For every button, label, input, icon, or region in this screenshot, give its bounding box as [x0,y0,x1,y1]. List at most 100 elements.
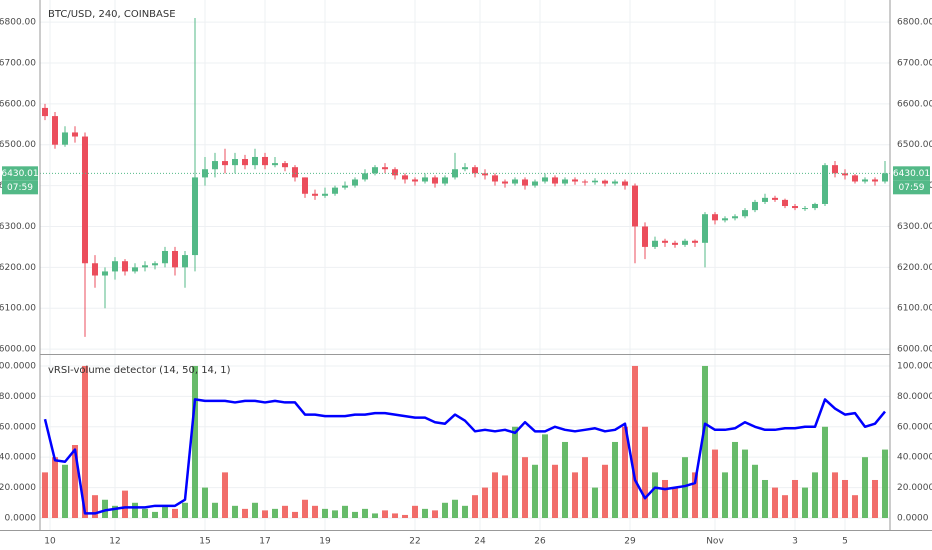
candle-body [242,159,248,166]
candle-body [632,185,638,227]
volume-bar [592,487,598,518]
volume-bar [192,365,198,518]
volume-bar [562,441,568,518]
candle-body [752,201,758,211]
volume-bar [512,426,518,518]
volume-bar [632,365,638,518]
candle-body [642,226,648,247]
candle-body [232,159,238,166]
y-tick-label: 6800.00 [0,18,36,28]
candle-body [182,255,188,268]
volume-bar [172,508,178,518]
volume-bar [52,457,58,518]
volume-bar [422,508,428,518]
volume-bar [442,502,448,518]
last-price-box [2,166,38,181]
candle-body [332,187,338,194]
candle-body [262,156,268,166]
y-tick-label-right: 6600.00 [897,99,932,109]
x-tick-label: 5 [842,537,848,547]
volume-bar [492,472,498,518]
candle-body [162,250,168,264]
candle-body [122,261,128,272]
volume-bar [522,457,528,518]
volume-bar [212,502,218,518]
candle-body [462,167,468,170]
volume-bar [112,505,118,518]
x-tick-label: 15 [199,537,210,547]
x-tick-label: 24 [474,537,486,547]
volume-bar [842,479,848,518]
candle-body [852,175,858,182]
candle-body [52,116,58,145]
y-tick-label-right: 6700.00 [897,58,932,68]
candle-body [582,181,588,183]
volume-bar [652,472,658,518]
candle-body [322,193,328,196]
volume-bar [132,502,138,518]
candle-body [672,242,678,245]
y-tick-label-right: 0.0000 [897,513,929,523]
volume-bar [682,457,688,518]
candle-body [92,263,98,276]
candle-body [662,240,668,243]
candle-body [352,179,358,186]
candle-body [312,193,318,196]
volume-bar [72,445,78,518]
x-tick-label: 29 [624,537,636,547]
volume-bar [272,508,278,518]
x-tick-label: 17 [259,537,270,547]
y-tick-label-right: 100.0000 [897,361,932,371]
last-price-label: 6430.01 [893,169,930,179]
y-tick-label: 100.0000 [0,361,36,371]
volume-bar [282,505,288,518]
candle-body [192,177,198,256]
volume-bar [252,502,258,518]
candle-body [472,167,478,174]
candle-body [832,165,838,174]
x-tick-label: 10 [44,537,56,547]
y-tick-label: 0.0000 [5,513,37,523]
volume-bar [332,510,338,518]
y-tick-label: 6600.00 [0,99,36,109]
candle-body [782,199,788,207]
candle-body [392,169,398,176]
y-tick-label-right: 20.0000 [897,483,932,493]
candle-body [422,177,428,182]
candle-body [412,179,418,182]
candle-body [712,214,718,221]
volume-bar [62,464,68,518]
candle-body [512,179,518,184]
candle-body [492,175,498,182]
volume-bar [362,508,368,518]
candle-body [372,167,378,174]
candle-body [792,206,798,209]
volume-bar [692,472,698,518]
volume-bar [392,513,398,518]
volume-bar [802,487,808,518]
volume-bar [832,472,838,518]
y-tick-label: 6000.00 [0,345,36,355]
candle-body [62,132,68,145]
y-tick-label: 6100.00 [0,304,36,314]
x-tick-label: 19 [319,537,331,547]
y-tick-label: 6700.00 [0,58,36,68]
indicator-title: vRSI-volume detector (14, 50, 14, 1) [48,365,231,376]
volume-bar [502,475,508,518]
y-tick-label: 6500.00 [0,140,36,150]
vrsi-line [43,398,886,515]
volume-bar [232,505,238,518]
volume-bar [542,434,548,518]
candle-body [772,197,778,200]
x-tick-label: 12 [109,537,120,547]
candle-body [132,267,138,272]
candle-body [522,179,528,186]
volume-bar [482,487,488,518]
countdown-box [893,180,930,195]
y-tick-label-right: 6200.00 [897,263,932,273]
candle-body [82,136,88,264]
candle-body [742,210,748,217]
candle-body [592,180,598,183]
candle-body [282,163,288,168]
y-tick-label-right: 40.0000 [897,453,932,463]
